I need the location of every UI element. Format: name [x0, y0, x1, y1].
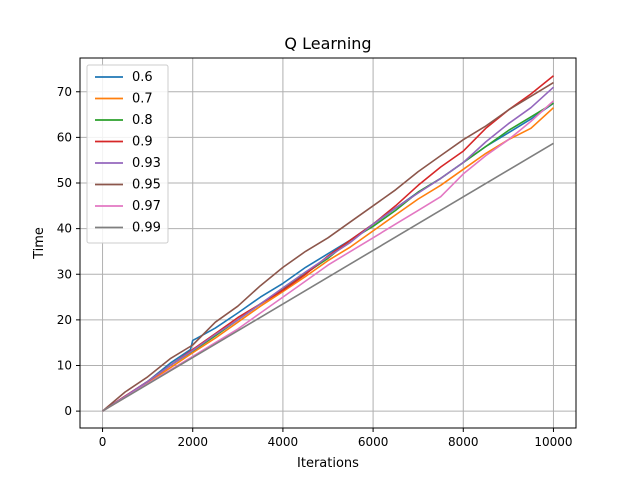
legend-label: 0.8 — [132, 113, 153, 128]
y-tick-label: 50 — [57, 176, 72, 190]
y-axis-label: Time — [32, 227, 47, 260]
plot-frame — [79, 57, 577, 429]
series-lines — [101, 75, 555, 412]
legend-label: 0.7 — [132, 92, 153, 107]
x-tick-label: 2000 — [177, 435, 208, 449]
legend-box — [86, 64, 169, 244]
y-tick-label: 10 — [57, 358, 72, 372]
y-tick-label: 60 — [57, 130, 72, 144]
legend-label: 0.93 — [132, 156, 161, 171]
series-line-0.99 — [102, 142, 554, 412]
y-tick-label: 20 — [57, 313, 72, 327]
y-tick-label: 0 — [64, 404, 72, 418]
legend-label: 0.95 — [132, 178, 161, 193]
x-tick-label: 4000 — [268, 435, 299, 449]
y-tick-label: 30 — [57, 267, 72, 281]
series-line-0.93 — [102, 86, 555, 412]
legend-label: 0.6 — [132, 70, 153, 85]
legend-label: 0.97 — [132, 199, 161, 214]
x-axis-label: Iterations — [297, 456, 359, 471]
y-axis: 0 10 20 30 40 50 60 70 — [57, 85, 80, 418]
x-tick-label: 6000 — [358, 435, 389, 449]
y-tick-label: 40 — [57, 222, 72, 236]
legend: 0.6 0.7 0.8 0.9 0.93 0.95 0.97 0.99 — [86, 64, 169, 244]
y-tick-label: 70 — [57, 85, 72, 99]
legend-label: 0.99 — [132, 221, 161, 236]
x-axis: 0 2000 4000 6000 8000 10000 — [99, 428, 573, 449]
series-line-0.95 — [101, 81, 554, 412]
x-tick-label: 10000 — [534, 435, 572, 449]
series-line-0.7 — [102, 107, 555, 412]
legend-label: 0.9 — [132, 135, 153, 150]
chart-title: Q Learning — [284, 34, 371, 53]
x-tick-label: 0 — [99, 435, 107, 449]
x-tick-label: 8000 — [448, 435, 479, 449]
